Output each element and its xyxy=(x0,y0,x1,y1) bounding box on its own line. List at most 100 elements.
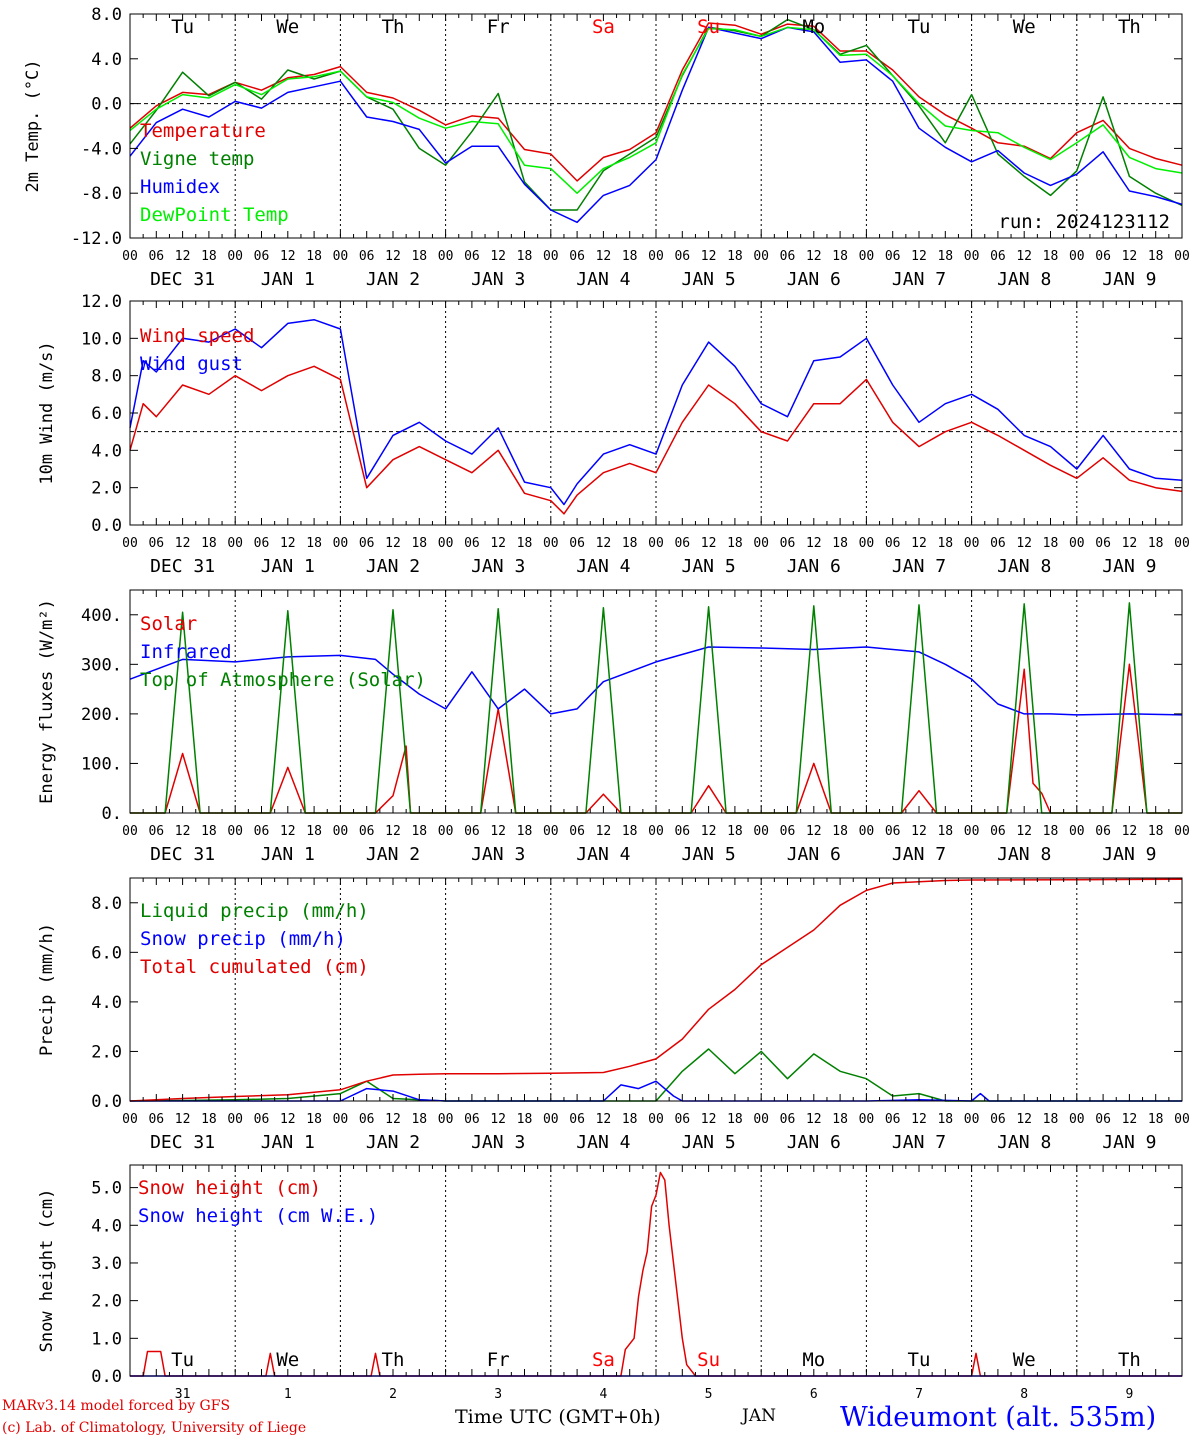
hour-tick-label: 00 xyxy=(122,824,138,839)
date-label: JAN 5 xyxy=(682,844,736,865)
hour-tick-label: 12 xyxy=(701,249,717,264)
date-label: JAN 9 xyxy=(1102,556,1156,577)
hour-tick-label: 12 xyxy=(385,824,401,839)
date-label: JAN 3 xyxy=(471,844,525,865)
time-axis-label: Time UTC (GMT+0h) xyxy=(455,1406,661,1428)
hour-tick-label: 12 xyxy=(1016,536,1032,551)
hour-tick-label: 00 xyxy=(1174,536,1190,551)
y-tick-label: 8.0 xyxy=(91,894,122,914)
hour-tick-label: 00 xyxy=(543,1112,559,1127)
y-tick-label: 200. xyxy=(81,705,122,725)
hour-tick-label: 00 xyxy=(333,1112,349,1127)
hour-tick-label: 06 xyxy=(780,249,796,264)
date-label: JAN 6 xyxy=(787,269,841,290)
hour-tick-label: 00 xyxy=(964,249,980,264)
hour-tick-label: 12 xyxy=(1122,249,1138,264)
day-number: 4 xyxy=(599,1387,607,1402)
date-label: JAN 4 xyxy=(576,269,630,290)
hour-tick-label: 00 xyxy=(543,824,559,839)
date-label: JAN 8 xyxy=(997,1132,1051,1153)
series-line xyxy=(129,318,1183,506)
hour-tick-label: 00 xyxy=(648,1112,664,1127)
hour-tick-label: 18 xyxy=(622,536,638,551)
hour-tick-label: 00 xyxy=(438,824,454,839)
y-tick-label: -8.0 xyxy=(81,184,122,204)
hour-tick-label: 18 xyxy=(411,249,427,264)
hour-tick-label: 06 xyxy=(464,249,480,264)
hour-tick-label: 18 xyxy=(622,1112,638,1127)
day-name-bottom: Th xyxy=(382,1349,405,1371)
legend-entry: Total cumulated (cm) xyxy=(140,956,369,978)
hour-tick-label: 12 xyxy=(1122,824,1138,839)
hour-tick-label: 18 xyxy=(937,249,953,264)
hour-tick-label: 12 xyxy=(490,536,506,551)
hour-tick-label: 12 xyxy=(596,824,612,839)
day-name: Sa xyxy=(592,16,615,38)
hour-tick-label: 06 xyxy=(674,824,690,839)
date-label: JAN 3 xyxy=(471,269,525,290)
hour-tick-label: 18 xyxy=(1148,536,1164,551)
series-line xyxy=(129,18,1183,211)
hour-tick-label: 06 xyxy=(569,536,585,551)
series-line xyxy=(129,365,1183,515)
hour-tick-label: 00 xyxy=(859,1112,875,1127)
hour-tick-label: 06 xyxy=(148,536,164,551)
date-label: JAN 4 xyxy=(576,556,630,577)
date-label: JAN 1 xyxy=(261,844,315,865)
day-number: 9 xyxy=(1125,1387,1133,1402)
hour-tick-label: 06 xyxy=(464,536,480,551)
hour-tick-label: 06 xyxy=(148,249,164,264)
hour-tick-label: 06 xyxy=(254,824,270,839)
day-name-bottom: Tu xyxy=(908,1349,931,1371)
hour-tick-label: 18 xyxy=(517,824,533,839)
y-tick-label: 0.0 xyxy=(91,1367,122,1387)
hour-tick-label: 12 xyxy=(175,249,191,264)
legend-entry: Temperature xyxy=(140,120,266,142)
hour-tick-label: 06 xyxy=(780,824,796,839)
y-tick-label: 0.0 xyxy=(91,95,122,115)
hour-tick-label: 06 xyxy=(464,1112,480,1127)
hour-tick-label: 00 xyxy=(227,249,243,264)
hour-tick-label: 00 xyxy=(333,536,349,551)
hour-tick-label: 00 xyxy=(227,536,243,551)
y-tick-label: 2.0 xyxy=(91,1042,122,1062)
hour-tick-label: 12 xyxy=(701,824,717,839)
hour-tick-label: 18 xyxy=(517,1112,533,1127)
date-label: JAN 7 xyxy=(892,1132,946,1153)
date-label: JAN 7 xyxy=(892,844,946,865)
hour-tick-label: 18 xyxy=(201,536,217,551)
hour-tick-label: 18 xyxy=(411,824,427,839)
y-tick-label: 6.0 xyxy=(91,404,122,424)
hour-tick-label: 00 xyxy=(1069,824,1085,839)
day-name: We xyxy=(1013,16,1036,38)
hour-tick-label: 00 xyxy=(964,536,980,551)
hour-tick-label: 06 xyxy=(569,1112,585,1127)
day-name-bottom: Tu xyxy=(171,1349,194,1371)
y-tick-label: 0. xyxy=(102,804,122,824)
date-label: JAN 4 xyxy=(576,844,630,865)
hour-tick-label: 12 xyxy=(1016,249,1032,264)
hour-tick-label: 00 xyxy=(333,824,349,839)
hour-tick-label: 12 xyxy=(596,1112,612,1127)
hour-tick-label: 00 xyxy=(227,1112,243,1127)
hour-tick-label: 12 xyxy=(1016,1112,1032,1127)
day-name: We xyxy=(276,16,299,38)
date-label: JAN 6 xyxy=(787,844,841,865)
run-label: run: 2024123112 xyxy=(998,211,1170,233)
hour-tick-label: 06 xyxy=(569,249,585,264)
legend-entry: Solar xyxy=(140,613,197,635)
hour-tick-label: 06 xyxy=(254,536,270,551)
hour-tick-label: 12 xyxy=(490,824,506,839)
hour-tick-label: 06 xyxy=(148,824,164,839)
hour-tick-label: 18 xyxy=(201,824,217,839)
day-number: 6 xyxy=(810,1387,818,1402)
legend-entry: Vigne temp xyxy=(140,148,254,170)
hour-tick-label: 18 xyxy=(937,824,953,839)
panel-4: 8.0 6.0 4.0 2.0 0.0 Precip (mm/h) Liquid preci… xyxy=(37,877,1190,1153)
date-label: JAN 1 xyxy=(261,556,315,577)
hour-tick-label: 00 xyxy=(859,824,875,839)
day-number: 7 xyxy=(915,1387,923,1402)
hour-tick-label: 12 xyxy=(806,1112,822,1127)
hour-tick-label: 18 xyxy=(411,1112,427,1127)
day-number: 5 xyxy=(705,1387,713,1402)
